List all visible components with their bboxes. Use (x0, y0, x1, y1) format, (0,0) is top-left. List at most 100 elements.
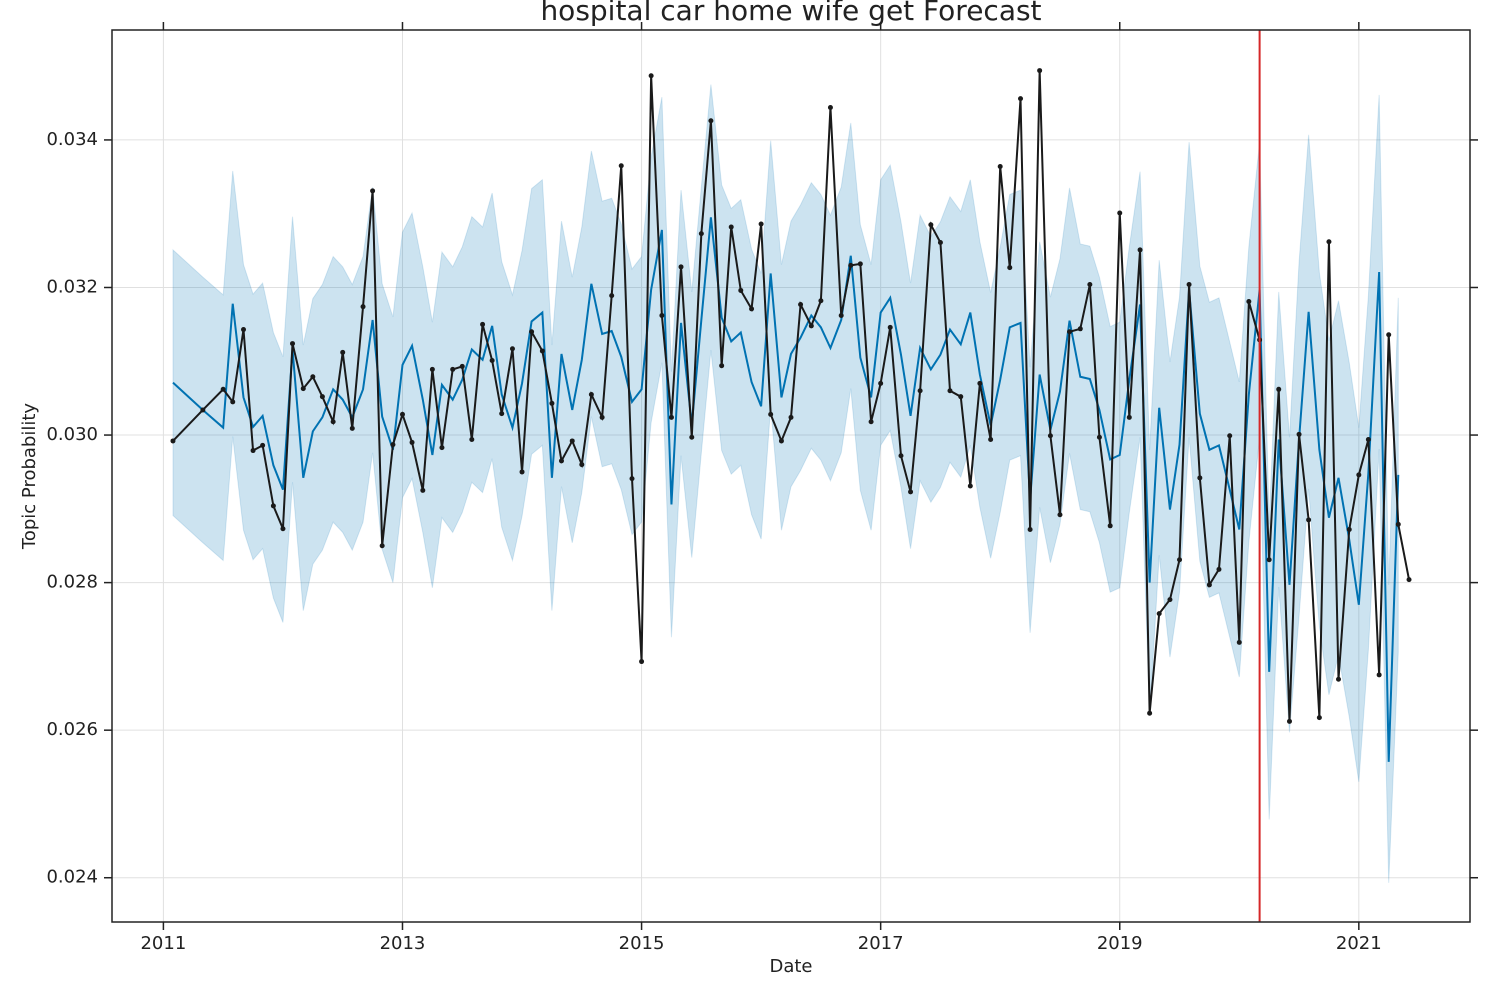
data-point (1206, 582, 1212, 588)
data-point (719, 363, 725, 369)
data-point (240, 327, 246, 333)
x-axis-label: Date (769, 956, 812, 977)
data-point (1216, 566, 1222, 572)
data-point (1326, 239, 1332, 245)
data-point (588, 391, 594, 397)
data-point (220, 386, 226, 392)
data-point (749, 306, 755, 312)
data-point (689, 434, 695, 440)
data-point (738, 287, 744, 293)
data-point (887, 324, 893, 330)
data-point (290, 341, 296, 347)
data-point (1286, 718, 1292, 724)
data-point (928, 222, 934, 228)
data-point (868, 419, 874, 425)
data-point (818, 298, 824, 304)
data-point (1236, 639, 1242, 645)
data-point (609, 293, 615, 299)
data-point (639, 659, 645, 665)
data-point (827, 104, 833, 110)
data-point (917, 388, 923, 394)
data-point (1126, 414, 1132, 420)
data-point (659, 313, 665, 319)
y-axis-label: Topic Probability (19, 403, 40, 550)
data-point (937, 239, 943, 245)
data-point (778, 438, 784, 444)
data-point (1047, 433, 1053, 439)
data-point (1266, 557, 1272, 563)
data-point (878, 380, 884, 386)
data-point (788, 414, 794, 420)
data-point (200, 407, 206, 413)
data-point (379, 543, 385, 549)
data-point (330, 419, 336, 425)
data-point (280, 526, 286, 532)
data-point (1087, 282, 1093, 288)
data-point (349, 425, 355, 431)
data-point (558, 458, 564, 464)
y-tick-label: 0.026 (46, 719, 98, 740)
data-point (1197, 475, 1203, 481)
data-point (1077, 326, 1083, 332)
data-point (459, 363, 465, 369)
data-point (549, 400, 555, 406)
data-point (958, 394, 964, 400)
data-point (997, 163, 1003, 169)
data-point (270, 503, 276, 509)
data-point (758, 221, 764, 227)
data-point (390, 442, 396, 448)
data-point (310, 374, 316, 380)
data-point (678, 264, 684, 270)
data-point (908, 489, 914, 495)
data-point (250, 448, 256, 454)
data-point (420, 487, 426, 493)
data-point (848, 262, 854, 268)
data-point (1246, 299, 1252, 305)
data-point (1356, 472, 1362, 478)
data-point (399, 411, 405, 417)
series-line (172, 217, 1400, 762)
data-point (260, 442, 266, 448)
data-point (170, 438, 176, 444)
data-point (1067, 329, 1073, 335)
x-tick-label: 2015 (619, 933, 665, 954)
series-line (172, 70, 1411, 722)
y-tick-label: 0.028 (46, 572, 98, 593)
data-point (499, 411, 505, 417)
data-point (1296, 431, 1302, 437)
chart-title: hospital car home wife get Forecast (540, 0, 1041, 27)
data-point (340, 349, 346, 355)
data-point (439, 445, 445, 451)
data-point (360, 304, 366, 310)
data-point (947, 388, 953, 394)
x-tick-label: 2017 (858, 933, 904, 954)
data-point (1107, 523, 1113, 529)
data-point (1306, 517, 1312, 523)
data-point (1057, 512, 1063, 518)
data-point (230, 399, 236, 405)
data-point (1227, 433, 1233, 439)
data-point (539, 348, 545, 354)
data-point (1018, 96, 1024, 102)
data-point (599, 414, 605, 420)
data-point (370, 188, 376, 194)
data-point (618, 163, 624, 169)
data-point (1037, 68, 1043, 74)
data-point (450, 366, 456, 372)
data-point (469, 436, 475, 442)
x-tick-label: 2019 (1097, 933, 1143, 954)
data-point (1096, 434, 1102, 440)
data-point (728, 224, 734, 230)
data-point (489, 358, 495, 364)
data-point (319, 394, 325, 400)
data-point (509, 346, 515, 352)
data-point (480, 321, 486, 327)
data-point (1027, 526, 1033, 532)
plot-frame (111, 29, 1471, 923)
data-point (838, 313, 844, 319)
data-point (1177, 557, 1183, 563)
data-point (1117, 210, 1123, 216)
data-point (1406, 577, 1412, 583)
